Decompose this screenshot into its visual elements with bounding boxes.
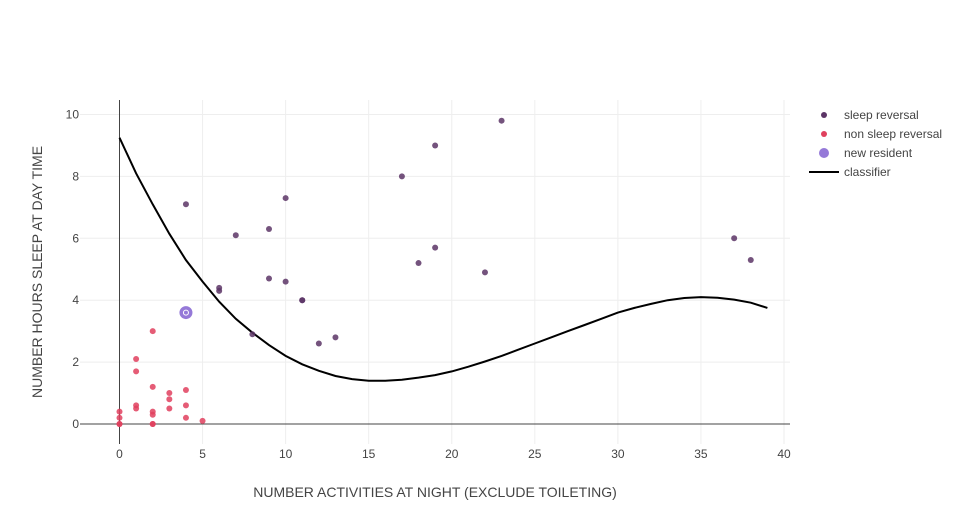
x-tick-label: 30 [611, 447, 625, 461]
sleep-reversal-point [731, 235, 738, 242]
x-tick-label: 0 [116, 447, 123, 461]
new-resident-point-center [182, 309, 189, 316]
sleep-reversal-point [398, 173, 405, 180]
non-sleep-reversal-point [149, 328, 156, 335]
classifier-line [118, 137, 768, 382]
sleep-reversal-point [299, 297, 306, 304]
non-sleep-reversal-point [149, 411, 156, 418]
sleep-reversal-point [282, 278, 289, 285]
sleep-reversal-point [249, 331, 256, 338]
non-sleep-reversal-point [166, 390, 173, 397]
x-tick-label: 20 [445, 447, 459, 461]
classifier-layer [118, 137, 768, 382]
y-tick-label: 8 [72, 169, 79, 183]
sleep-reversal-point [498, 117, 505, 124]
y-tick-label: 2 [72, 355, 79, 369]
y-tick-label: 4 [72, 293, 79, 307]
legend-label: non sleep reversal [844, 127, 942, 141]
non-sleep-reversal-point [166, 396, 173, 403]
legend-label: new resident [844, 146, 913, 160]
non-sleep-reversal-point [199, 417, 206, 424]
new-resident-point [179, 306, 193, 320]
non-sleep-reversal-point [182, 386, 189, 393]
y-axis-title: NUMBER HOURS SLEEP AT DAY TIME [29, 146, 45, 398]
legend-new-resident-swatch [819, 148, 829, 158]
sleep-reversal-point [332, 334, 339, 341]
y-tick-label: 6 [72, 231, 79, 245]
x-tick-label: 40 [777, 447, 791, 461]
sleep-reversal-point [747, 256, 754, 263]
sleep-reversal-point [415, 260, 422, 267]
sleep-reversal-point [432, 142, 439, 149]
legend-sleep-reversal-swatch [821, 112, 827, 118]
legend-label: sleep reversal [844, 108, 919, 122]
sleep-reversal-point [282, 195, 289, 202]
sleep-reversal-point [315, 340, 322, 347]
non-sleep-reversal-point [182, 414, 189, 421]
x-tick-label: 25 [528, 447, 542, 461]
sleep-reversal-point [216, 287, 223, 294]
points-layer [116, 117, 754, 427]
y-tick-label: 0 [72, 417, 79, 431]
x-axis-title: NUMBER ACTIVITIES AT NIGHT (EXCLUDE TOIL… [253, 484, 617, 500]
y-tick-label: 10 [66, 108, 80, 122]
x-tick-label: 5 [199, 447, 206, 461]
legend-non-sleep-reversal-swatch [821, 131, 827, 137]
non-sleep-reversal-point [166, 405, 173, 412]
non-sleep-reversal-point [116, 421, 123, 427]
sleep-reversal-point [266, 275, 273, 282]
legend: sleep reversal non sleep reversal new resi… [809, 108, 942, 179]
non-sleep-reversal-point [133, 356, 140, 363]
non-sleep-reversal-point [133, 405, 140, 412]
sleep-reversal-point [266, 226, 273, 233]
legend-label: classifier [844, 165, 891, 179]
x-tick-label: 15 [362, 447, 376, 461]
non-sleep-reversal-point [182, 402, 189, 409]
tick-labels: 0 5 10 15 20 25 30 35 40 0 2 4 6 8 10 [66, 108, 791, 462]
sleep-reversal-point [481, 269, 488, 276]
sleep-reversal-point [182, 201, 189, 208]
non-sleep-reversal-point [116, 408, 123, 415]
non-sleep-reversal-point [133, 368, 140, 375]
x-tick-label: 35 [694, 447, 708, 461]
sleep-reversal-point [232, 232, 239, 239]
x-tick-label: 10 [279, 447, 293, 461]
non-sleep-reversal-point [149, 383, 156, 390]
axes [80, 100, 790, 444]
non-sleep-reversal-point [116, 414, 123, 421]
sleep-reversal-point [432, 244, 439, 251]
non-sleep-reversal-point [149, 421, 156, 427]
